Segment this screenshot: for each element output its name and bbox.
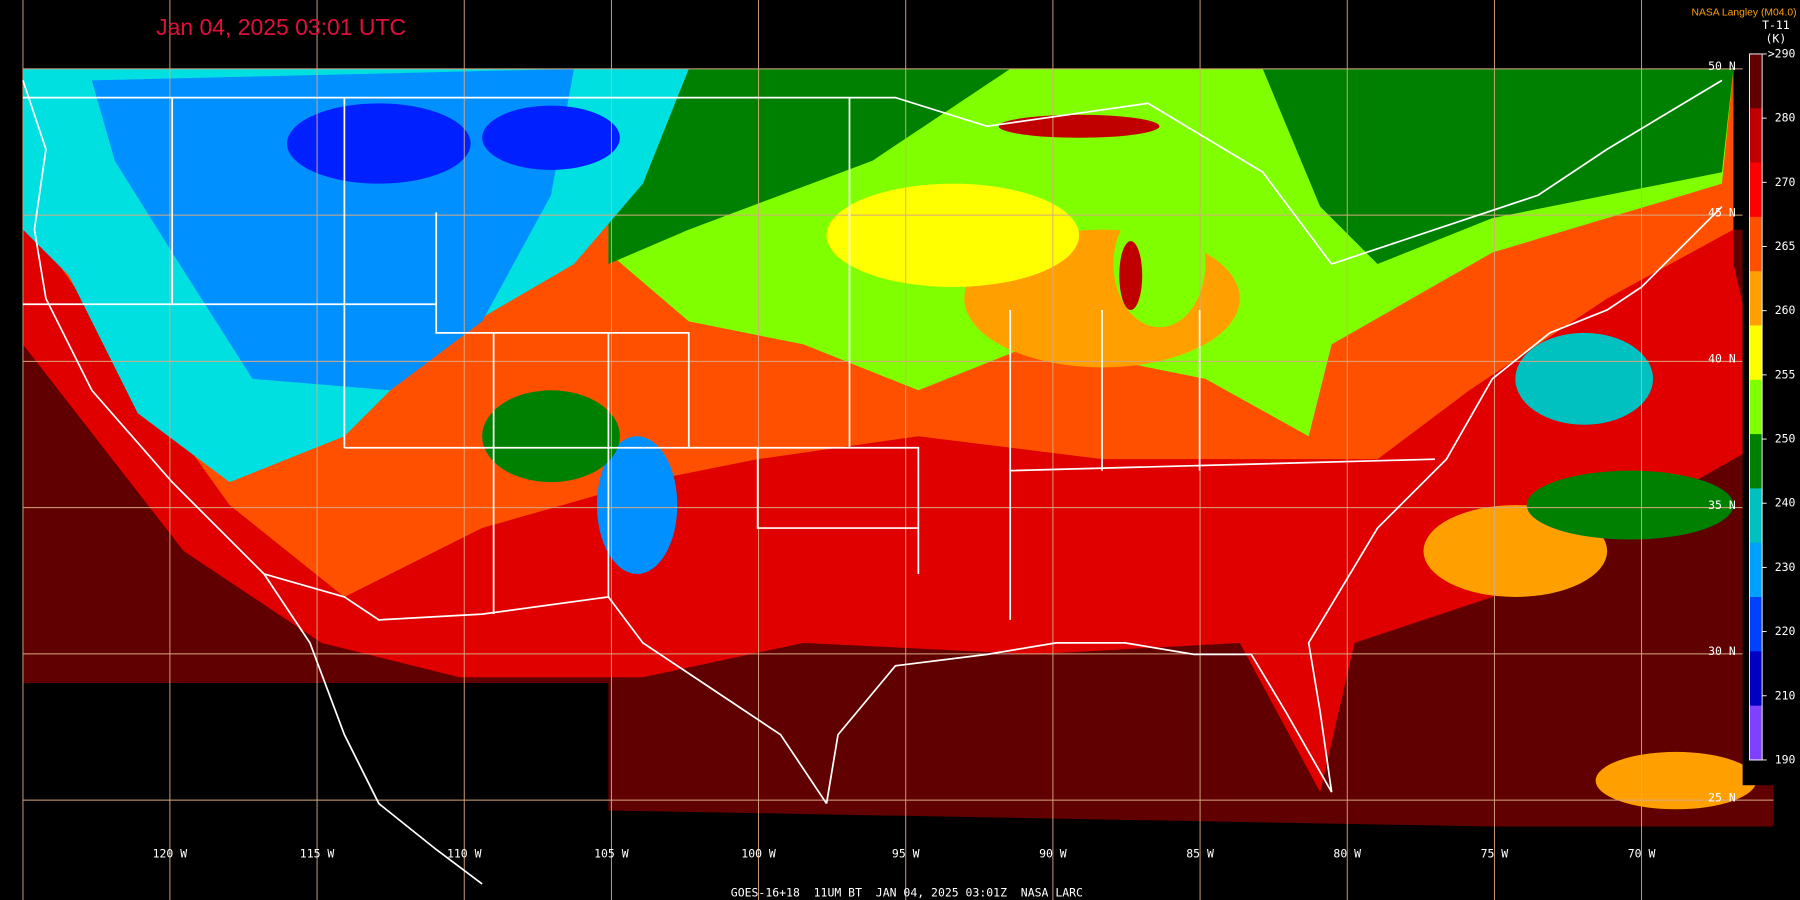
colorbar-tick-label: 265: [1775, 239, 1796, 253]
imagery-clouds: [1595, 751, 1757, 810]
colorbar-segment: [1749, 379, 1763, 435]
longitude-labels: 120 W 115 W 110 W 105 W 100 W 95 W 90 W 85 W 80 …: [153, 847, 1656, 861]
colorbar-tick-label: 255: [1775, 367, 1796, 381]
colorbar-segment: [1749, 271, 1763, 327]
colorbar-segment: [1749, 325, 1763, 381]
longitude-label: 75 W: [1481, 847, 1509, 861]
longitude-label: 115 W: [300, 847, 335, 861]
longitude-label: 85 W: [1186, 847, 1214, 861]
colorbar-segment: [1749, 488, 1763, 544]
longitude-label: 100 W: [741, 847, 776, 861]
latitude-label: 45 N: [1708, 205, 1736, 219]
imagery-clouds: [1526, 470, 1734, 540]
timestamp-title: Jan 04, 2025 03:01 UTC: [156, 14, 406, 40]
colorbar-tick-label: 280: [1775, 111, 1796, 125]
west-coast: [22, 80, 483, 885]
imagery-green: [482, 390, 620, 483]
colorbar-segment: [1749, 597, 1763, 652]
colorbar-tick-label: 270: [1775, 175, 1796, 189]
latitude-label: 50 N: [1708, 59, 1736, 73]
north-border: [22, 79, 1723, 266]
graticule: [22, 0, 1774, 900]
imagery-lightblue: [596, 436, 678, 574]
longitude-label: 110 W: [447, 847, 482, 861]
colorbar-tick-label: 210: [1775, 688, 1796, 702]
longitude-label: 105 W: [594, 847, 629, 861]
longitude-label: 80 W: [1333, 847, 1361, 861]
colorbar-tick-label: 220: [1775, 624, 1796, 638]
colorbar-tick-label: >290: [1768, 46, 1796, 60]
latitude-label: 25 N: [1708, 790, 1736, 804]
imagery-lake: [998, 114, 1160, 138]
colorbar: >290 280 270 265 260 255 250 240 230 220 210 190: [1749, 46, 1795, 766]
longitude-label: 70 W: [1628, 847, 1656, 861]
colorbar-segment: [1749, 53, 1763, 109]
imagery-yellow: [826, 183, 1080, 287]
latitude-labels: 50 N 45 N 40 N 35 N 30 N 25 N: [1708, 59, 1736, 804]
borders: [22, 79, 1723, 885]
imagery-blue: [286, 103, 471, 184]
colorbar-tick-label: 190: [1775, 752, 1796, 766]
colorbar-frame: [1749, 53, 1763, 761]
colorbar-unit: (K): [1766, 32, 1787, 46]
colorbar-segment: [1749, 705, 1763, 761]
latitude-label: 30 N: [1708, 644, 1736, 658]
colorbar-segment: [1749, 108, 1763, 164]
longitude-label: 95 W: [892, 847, 920, 861]
colorbar-segment: [1749, 434, 1763, 489]
longitude-label: 120 W: [153, 847, 188, 861]
colorbar-label: T-11: [1762, 18, 1790, 32]
footer: GOES-16+18 11UM BT JAN 04, 2025 03:01Z N…: [731, 886, 1083, 900]
imagery-lake: [1119, 241, 1143, 310]
latitude-label: 40 N: [1708, 352, 1736, 366]
latitude-label: 35 N: [1708, 498, 1736, 512]
colorbar-segment: [1749, 542, 1763, 598]
credit: NASA Langley (M04.0): [1691, 7, 1796, 18]
imagery-cyan: [1515, 332, 1654, 425]
longitude-label: 90 W: [1039, 847, 1067, 861]
imagery-blue: [482, 105, 620, 170]
state-lines: [22, 97, 1435, 620]
colorbar-tick-label: 240: [1775, 496, 1796, 510]
colorbar-segment: [1749, 216, 1763, 272]
colorbar-tick-label: 250: [1775, 432, 1796, 446]
colorbar-tick-label: 260: [1775, 303, 1796, 317]
colorbar-segment: [1749, 651, 1763, 707]
colorbar-segment: [1749, 162, 1763, 218]
colorbar-tick-label: 230: [1775, 560, 1796, 574]
